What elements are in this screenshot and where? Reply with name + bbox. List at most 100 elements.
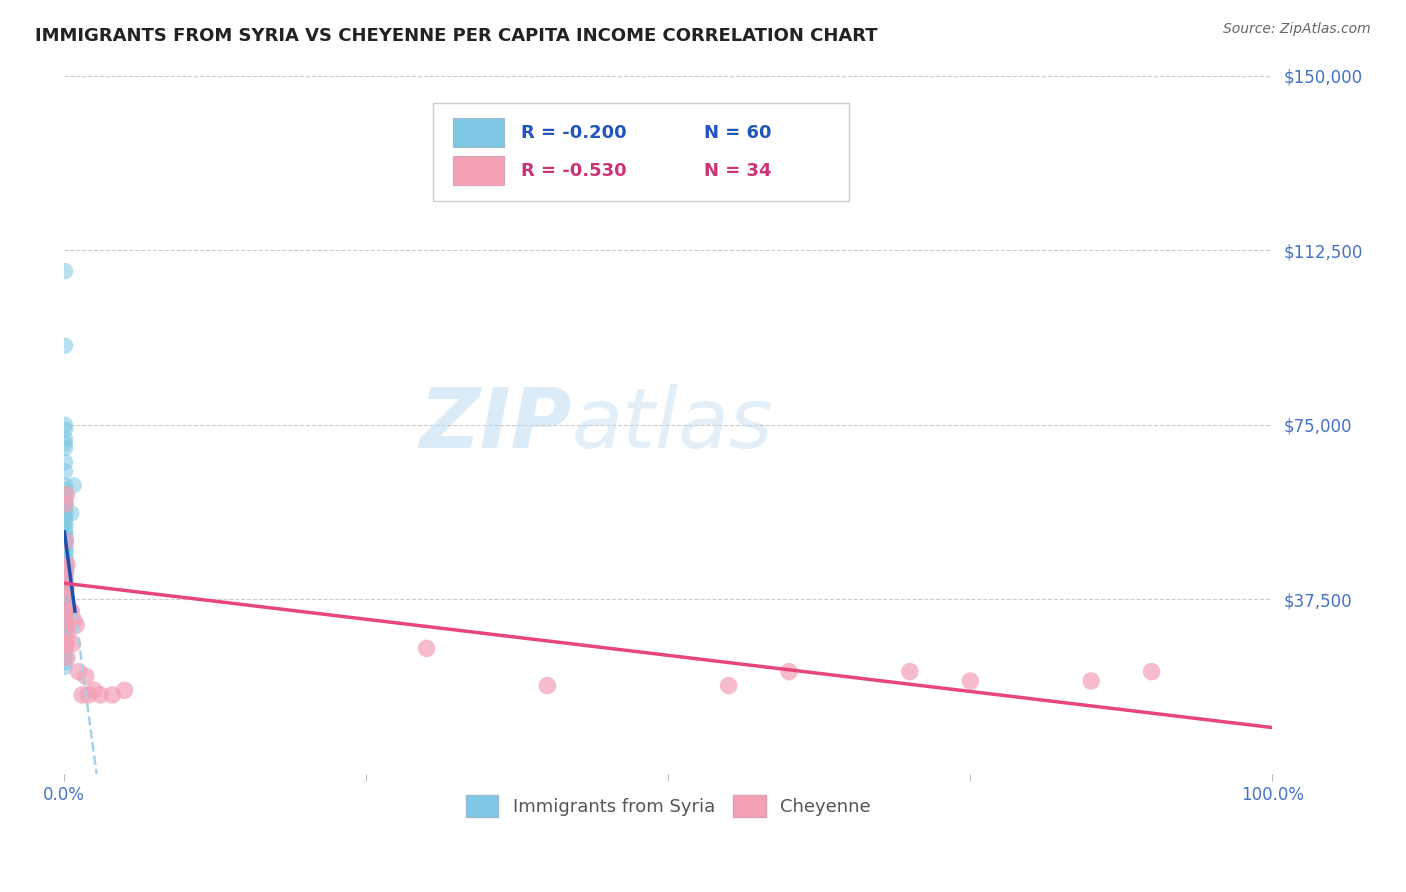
Point — [55, 585, 77, 599]
Point — [536, 679, 558, 693]
Point — [55, 566, 77, 581]
Point — [55, 590, 77, 604]
Point — [55, 534, 77, 549]
Text: ZIP: ZIP — [419, 384, 572, 466]
Point — [53, 497, 76, 511]
Point — [53, 524, 76, 539]
Text: atlas: atlas — [572, 384, 773, 466]
Point — [77, 688, 100, 702]
Point — [53, 608, 76, 623]
Point — [55, 543, 77, 558]
FancyBboxPatch shape — [433, 103, 849, 202]
Point — [53, 497, 76, 511]
Point — [75, 669, 97, 683]
Text: Source: ZipAtlas.com: Source: ZipAtlas.com — [1223, 22, 1371, 37]
Point — [53, 432, 76, 446]
Point — [62, 478, 84, 492]
Point — [53, 656, 76, 670]
Point — [53, 595, 76, 609]
Point — [898, 665, 921, 679]
Point — [53, 478, 76, 492]
Point — [55, 588, 77, 602]
Point — [62, 637, 84, 651]
Point — [56, 558, 79, 572]
Point — [53, 483, 76, 497]
Point — [53, 615, 76, 630]
Point — [53, 583, 76, 598]
Point — [101, 688, 124, 702]
Point — [53, 578, 76, 592]
Point — [53, 501, 76, 516]
Point — [60, 506, 83, 520]
Point — [53, 604, 76, 618]
Text: R = -0.200: R = -0.200 — [520, 124, 627, 142]
Point — [55, 562, 77, 576]
Point — [53, 264, 76, 278]
Point — [55, 488, 77, 502]
Point — [56, 627, 79, 641]
Point — [53, 614, 76, 628]
Point — [55, 637, 77, 651]
Point — [53, 455, 76, 469]
Point — [83, 683, 105, 698]
Point — [89, 688, 111, 702]
Bar — [453, 118, 503, 147]
Point — [53, 627, 76, 641]
Point — [53, 338, 76, 352]
Point — [53, 516, 76, 530]
Point — [62, 614, 84, 628]
Point — [53, 572, 76, 586]
Point — [778, 665, 800, 679]
Point — [53, 632, 76, 646]
Point — [53, 464, 76, 478]
Point — [53, 581, 76, 595]
Point — [56, 650, 79, 665]
Text: N = 34: N = 34 — [704, 161, 772, 179]
Point — [53, 641, 76, 656]
Point — [53, 597, 76, 611]
Text: N = 60: N = 60 — [704, 124, 772, 142]
Point — [53, 506, 76, 520]
Point — [53, 441, 76, 455]
Point — [53, 646, 76, 660]
Point — [55, 558, 77, 572]
Point — [53, 607, 76, 621]
Point — [60, 604, 83, 618]
Point — [55, 532, 77, 546]
Point — [55, 562, 77, 576]
Point — [55, 548, 77, 562]
Point — [53, 660, 76, 674]
Point — [53, 417, 76, 432]
Text: IMMIGRANTS FROM SYRIA VS CHEYENNE PER CAPITA INCOME CORRELATION CHART: IMMIGRANTS FROM SYRIA VS CHEYENNE PER CA… — [35, 27, 877, 45]
Point — [53, 422, 76, 436]
Point — [55, 581, 77, 595]
Point — [53, 637, 76, 651]
Point — [53, 650, 76, 665]
Point — [53, 618, 76, 632]
Point — [53, 572, 76, 586]
Point — [53, 623, 76, 637]
Point — [55, 539, 77, 553]
Point — [53, 436, 76, 450]
Point — [55, 553, 77, 567]
Point — [53, 611, 76, 625]
Point — [55, 590, 77, 604]
Point — [65, 618, 87, 632]
Point — [53, 488, 76, 502]
Point — [59, 614, 82, 628]
Point — [53, 511, 76, 525]
Point — [1140, 665, 1163, 679]
Point — [55, 534, 77, 549]
Bar — [453, 156, 503, 186]
Point — [55, 530, 77, 544]
Legend: Immigrants from Syria, Cheyenne: Immigrants from Syria, Cheyenne — [458, 788, 877, 824]
Text: R = -0.530: R = -0.530 — [520, 161, 627, 179]
Point — [114, 683, 136, 698]
Point — [67, 665, 90, 679]
Point — [53, 492, 76, 507]
Point — [59, 604, 82, 618]
Point — [717, 679, 740, 693]
Point — [53, 599, 76, 614]
Point — [1080, 673, 1102, 688]
Point — [55, 637, 77, 651]
